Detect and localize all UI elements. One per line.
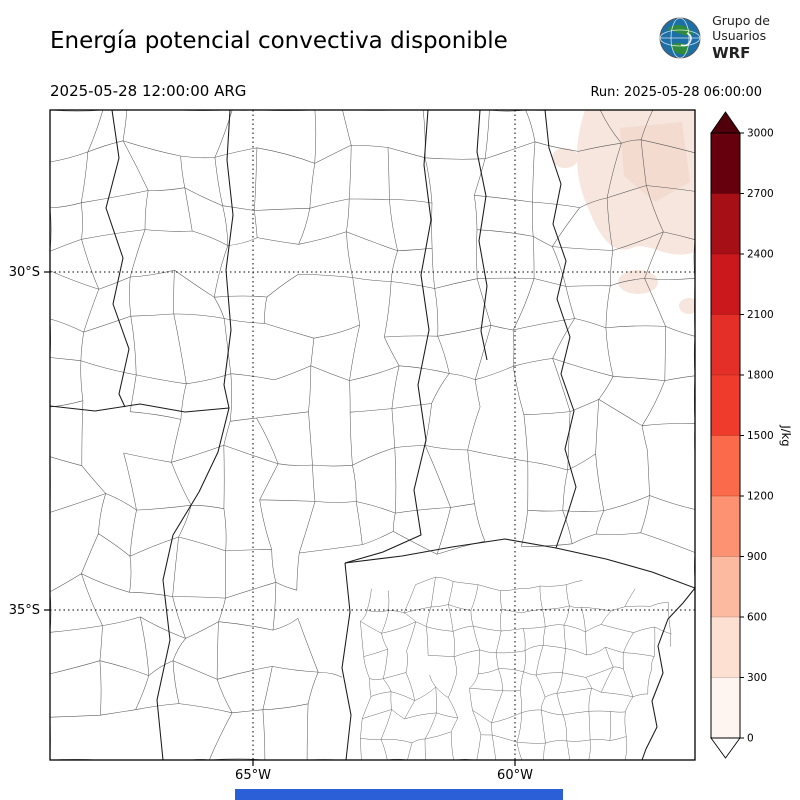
department-boundaries-dense	[360, 576, 672, 760]
colorbar-tick-label: 1800	[747, 370, 774, 382]
map-frame	[49, 109, 696, 761]
lat-tick-label-30s: 30°S	[9, 265, 40, 280]
province-border	[344, 110, 432, 564]
province-border	[544, 110, 577, 549]
colorbar-segment	[711, 556, 740, 618]
province-border	[105, 110, 130, 408]
colorbar-tick-label: 600	[747, 612, 767, 624]
colorbar-segment	[711, 254, 740, 315]
run-time-label: Run: 2025-05-28 06:00:00	[590, 85, 762, 100]
colorbar-segment	[711, 617, 740, 678]
lon-tick-label-65w: 65°W	[235, 768, 271, 783]
department-boundaries	[50, 110, 695, 760]
colorbar-tick-label: 900	[747, 551, 767, 563]
colorbar-segment	[711, 314, 740, 376]
wrf-logo-globe-icon	[659, 17, 701, 58]
valid-time-label: 2025-05-28 12:00:00 ARG	[50, 82, 247, 100]
colorbar-tick-label: 1200	[747, 491, 774, 503]
page-title: Energía potencial convectiva disponible	[50, 28, 508, 54]
province-border	[50, 403, 230, 413]
logo-org-line2: Usuarios	[712, 28, 767, 43]
province-border	[156, 110, 234, 760]
province-border	[341, 562, 352, 760]
colorbar-over-arrow	[710, 111, 741, 134]
colorbar-segment	[711, 193, 740, 255]
colorbar: 30002700240021001800150012009006003000J/…	[710, 111, 793, 759]
logo-wrf-label: WRF	[712, 44, 751, 62]
wrf-logo-text: Grupo de Usuarios WRF	[712, 13, 770, 62]
cape-shaded-region	[620, 122, 690, 202]
wrf-logo: Grupo de Usuarios WRF	[657, 13, 770, 62]
cape-shaded-region	[618, 270, 658, 294]
colorbar-unit-label: J/kg	[779, 424, 793, 446]
colorbar-segment	[711, 375, 740, 436]
cape-shaded-region	[679, 298, 695, 314]
colorbar-tick-label: 0	[747, 733, 754, 745]
province-border	[476, 110, 488, 361]
colorbar-tick-label: 300	[747, 672, 767, 684]
province-border	[641, 587, 695, 760]
lat-tick-label-35s: 35°S	[9, 603, 40, 618]
colorbar-tick-label: 2700	[747, 188, 774, 200]
logo-org-line1: Grupo de	[712, 13, 770, 28]
colorbar-tick-label: 2100	[747, 309, 774, 321]
colorbar-under-arrow	[710, 737, 741, 759]
colorbar-segment	[711, 496, 740, 557]
cape-shaded-region	[552, 148, 578, 168]
colorbar-tick-label: 1500	[747, 430, 774, 442]
colorbar-segment	[711, 677, 740, 739]
colorbar-segment	[711, 133, 740, 194]
lon-tick-label-60w: 60°W	[497, 768, 533, 783]
map-canvas	[50, 110, 695, 760]
footer-brand-bar	[235, 789, 563, 800]
province-border	[344, 538, 695, 589]
colorbar-tick-label: 2400	[747, 249, 774, 261]
colorbar-segment	[711, 435, 740, 497]
colorbar-tick-label: 3000	[747, 128, 774, 140]
